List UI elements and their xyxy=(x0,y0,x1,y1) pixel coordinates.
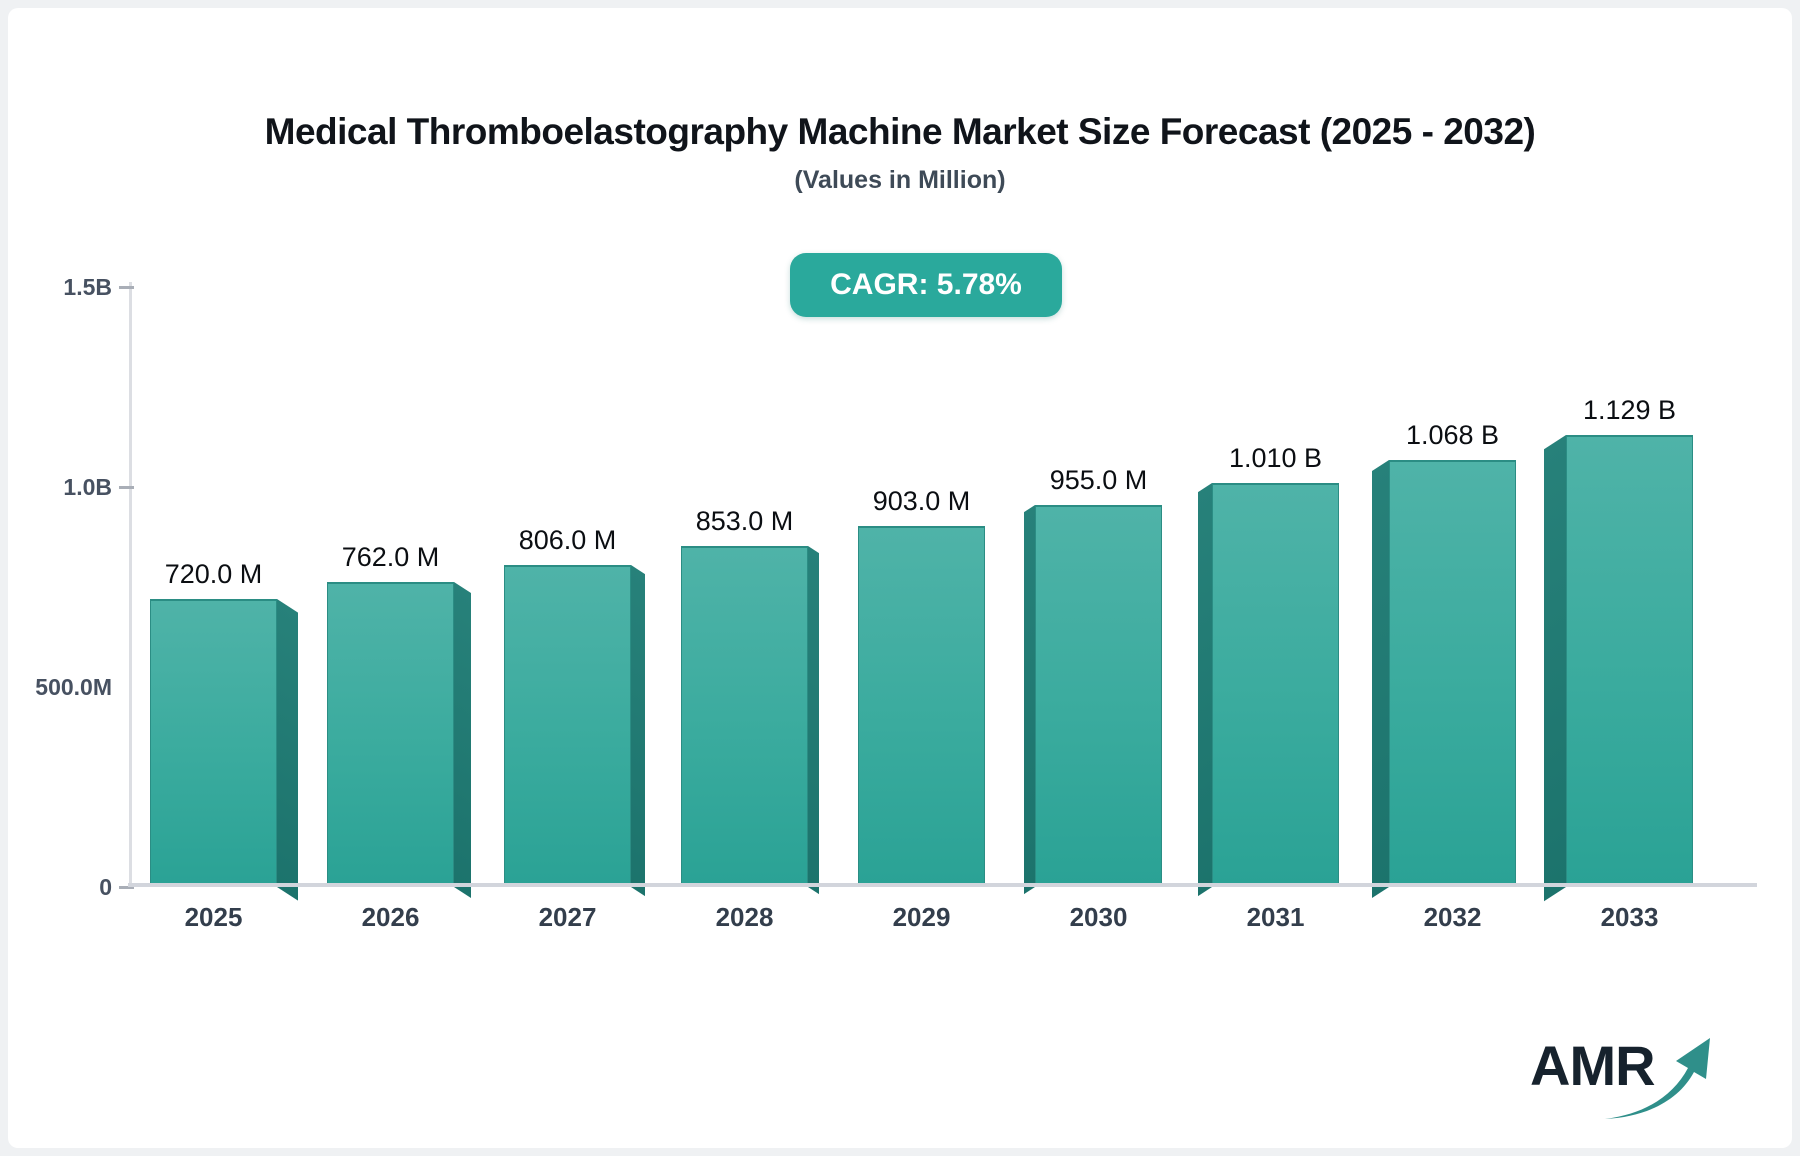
bar-2030: 955.0 M xyxy=(1024,465,1162,895)
bar-side-face xyxy=(808,545,819,895)
bar-2032: 1.068 B xyxy=(1372,420,1516,899)
bar-2029: 903.0 M xyxy=(858,486,985,887)
y-tick-label: 1.0B xyxy=(63,474,112,500)
bar-value-label: 903.0 M xyxy=(872,485,971,516)
bar-face xyxy=(327,582,454,887)
bar-2027: 806.0 M xyxy=(504,525,645,897)
bar-side-face xyxy=(1198,483,1212,897)
bar-2026: 762.0 M xyxy=(327,542,471,899)
bar-face xyxy=(1566,435,1693,887)
bar-value-label: 1.010 B xyxy=(1228,443,1323,473)
cagr-badge: CAGR: 5.78% xyxy=(790,253,1062,317)
y-tick-label: 500.0M xyxy=(35,674,112,700)
amr-logo: AMR xyxy=(1530,1026,1730,1122)
page-subtitle: (Values in Million) xyxy=(794,166,1006,194)
x-axis-label: 2032 xyxy=(1423,902,1482,932)
x-axis-label: 2025 xyxy=(184,902,243,932)
x-axis-label: 2031 xyxy=(1246,902,1305,932)
y-tick-dash xyxy=(119,486,134,489)
y-tick-dash xyxy=(119,886,134,889)
y-axis-line xyxy=(129,282,132,887)
bar-side-face xyxy=(277,599,298,901)
bar-face xyxy=(681,545,808,887)
bar-face xyxy=(1389,459,1516,887)
x-axis-label: 2029 xyxy=(892,902,951,932)
x-axis-label: 2027 xyxy=(538,902,597,932)
x-axis-label: 2030 xyxy=(1069,902,1128,932)
bar-value-label: 806.0 M xyxy=(518,524,617,555)
bar-face xyxy=(150,599,277,887)
bar-2031: 1.010 B xyxy=(1198,443,1339,897)
bar-side-face xyxy=(1024,505,1035,895)
bar-side-face xyxy=(454,582,471,899)
bar-face xyxy=(858,525,985,887)
bar-value-label: 720.0 M xyxy=(164,559,263,589)
bar-face xyxy=(1035,505,1162,887)
bar-value-label: 853.0 M xyxy=(695,505,794,536)
x-axis-baseline xyxy=(128,883,1757,887)
bar-face xyxy=(504,564,631,887)
x-axis-label: 2026 xyxy=(361,902,420,932)
bar-side-face xyxy=(631,564,645,897)
x-axis-label: 2033 xyxy=(1600,902,1659,932)
page-title: Medical Thromboelastography Machine Mark… xyxy=(264,111,1536,152)
y-tick-dash xyxy=(119,286,134,289)
logo-text: AMR xyxy=(1530,1034,1656,1097)
bar-side-face xyxy=(1372,459,1389,899)
bar-value-label: 1.068 B xyxy=(1405,419,1500,450)
bar-2028: 853.0 M xyxy=(681,506,819,895)
bar-value-label: 955.0 M xyxy=(1049,465,1148,495)
y-tick-label: 0 xyxy=(99,874,112,900)
bar-2033: 1.129 B xyxy=(1544,395,1693,902)
y-tick-label: 1.5B xyxy=(63,274,112,300)
x-axis-label: 2028 xyxy=(715,902,774,932)
bar-value-label: 1.129 B xyxy=(1582,395,1677,426)
bar-face xyxy=(1212,483,1339,887)
bar-value-label: 762.0 M xyxy=(341,542,440,573)
bar-side-face xyxy=(1544,435,1566,902)
growth-arrow-icon xyxy=(1605,1038,1710,1119)
bar-2025: 720.0 M xyxy=(150,559,298,901)
